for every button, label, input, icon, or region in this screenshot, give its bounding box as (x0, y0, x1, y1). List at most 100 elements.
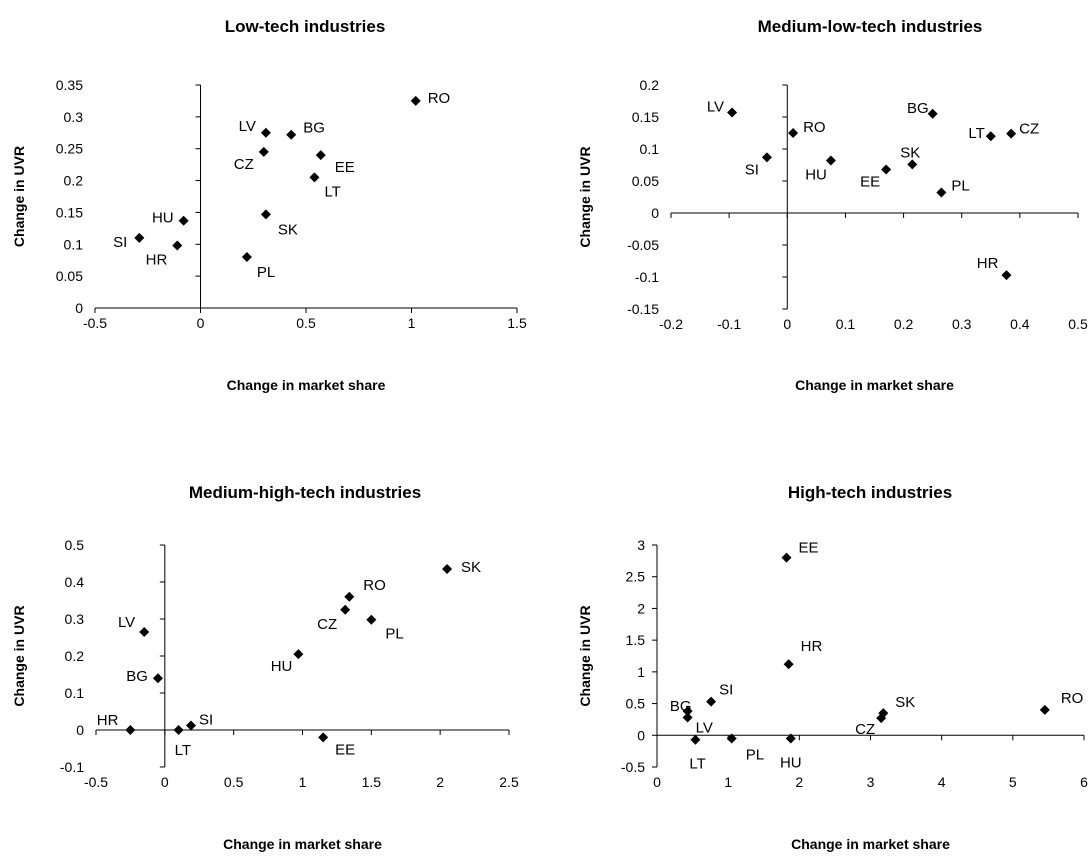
x-tick-label: 0.5 (1068, 316, 1088, 332)
x-axis-label: Change in market share (795, 377, 954, 393)
data-point-cz (258, 146, 269, 157)
y-tick-label: 0.3 (64, 109, 84, 125)
data-point-hr (172, 240, 183, 251)
data-point-hu (178, 215, 189, 226)
point-label-lt: LT (968, 125, 984, 142)
point-label-lt: LT (324, 183, 340, 200)
y-tick-label: -0.15 (627, 301, 659, 317)
point-label-bg: BG (126, 668, 148, 685)
data-point-lt (690, 734, 701, 745)
data-point-si (185, 720, 196, 731)
data-point-ee (315, 150, 326, 161)
data-point-si (134, 232, 145, 243)
point-label-si: SI (719, 682, 733, 699)
x-tick-label: 0 (783, 316, 791, 332)
point-label-lv: LV (696, 720, 713, 737)
point-label-hu: HU (152, 210, 174, 227)
data-point-ee (781, 552, 792, 563)
y-tick-label: 0 (637, 727, 645, 743)
point-label-lv: LV (707, 99, 724, 116)
data-point-hu (825, 155, 836, 166)
x-tick-label: 1 (408, 315, 416, 331)
data-point-sk (260, 209, 271, 220)
scatter-panel-4: High-tech industries 0 1 2 3 4 5 6 -0.5 0 0.5 1 1.5 2… (577, 483, 1088, 852)
scatter-panel-1: Low-tech industries-0.5 0 0.5 1 1.500.050.10… (11, 17, 527, 393)
point-label-pl: PL (385, 626, 403, 643)
y-tick-label: 0.05 (632, 173, 659, 189)
data-point-bg (286, 129, 297, 140)
x-tick-label: 1 (299, 774, 307, 790)
x-tick-label: 0.5 (296, 315, 316, 331)
data-point-ro (410, 95, 421, 106)
data-point-cz (340, 604, 351, 615)
point-label-cz: CZ (234, 156, 254, 173)
point-label-hr: HR (146, 252, 168, 269)
x-tick-label: 2 (436, 774, 444, 790)
scatter-panel-3: Medium-high-tech industries -0.5 0 0.5 1 1.5 2… (11, 483, 519, 852)
chart-title: Medium-low-tech industries (758, 17, 983, 36)
data-point-bg (682, 706, 693, 717)
data-point-hu (293, 649, 304, 660)
x-tick-label: 1.5 (507, 315, 527, 331)
y-axis-label: Change in UVR (11, 605, 27, 706)
y-tick-label: -0.05 (627, 237, 659, 253)
point-label-bg: BG (907, 100, 929, 117)
x-tick-label: 1 (724, 774, 732, 790)
data-point-ro (344, 591, 355, 602)
data-point-ro (788, 128, 799, 138)
point-label-cz: CZ (855, 721, 875, 738)
data-point-ee (318, 732, 329, 743)
point-label-ro: RO (428, 90, 451, 107)
chart-title: High-tech industries (788, 483, 952, 502)
point-label-hu: HU (271, 658, 293, 675)
point-label-cz: CZ (1019, 121, 1039, 138)
data-point-pl (366, 614, 377, 625)
point-label-bg: BG (303, 120, 325, 137)
x-tick-label: -0.5 (83, 315, 107, 331)
y-tick-label: 2 (637, 600, 645, 616)
y-tick-label: 0.25 (56, 141, 83, 157)
x-tick-label: 2.5 (499, 774, 519, 790)
y-tick-label: 0 (75, 300, 83, 316)
x-tick-label: 1.5 (362, 774, 382, 790)
data-point-lt (985, 131, 996, 142)
x-tick-label: 0 (161, 774, 169, 790)
point-label-pl: PL (746, 746, 764, 763)
point-label-bg: BG (670, 698, 692, 715)
point-label-ee: EE (860, 173, 880, 190)
data-point-pl (936, 187, 947, 198)
point-label-si: SI (199, 712, 213, 729)
data-point-lt (173, 725, 184, 735)
y-tick-label: 0.2 (640, 77, 660, 93)
data-point-lv (260, 127, 271, 138)
data-point-lv (727, 107, 738, 118)
y-tick-label: 0.05 (56, 268, 83, 284)
y-tick-label: 0.15 (56, 204, 83, 220)
y-tick-label: 1.5 (626, 632, 646, 648)
data-point-hr (783, 659, 794, 670)
y-tick-label: 0 (76, 722, 84, 738)
x-tick-label: 0.5 (224, 774, 244, 790)
x-tick-label: 2 (795, 774, 803, 790)
y-tick-label: 0.35 (56, 77, 83, 93)
y-tick-label: -0.5 (621, 759, 645, 775)
point-label-sk: SK (900, 144, 920, 161)
point-label-hu: HU (780, 754, 802, 771)
data-point-hr (125, 725, 136, 735)
y-tick-label: 0.1 (65, 685, 85, 701)
x-tick-label: -0.1 (717, 316, 741, 332)
point-label-ee: EE (335, 741, 355, 758)
data-point-bg (927, 108, 938, 119)
y-axis-label: Change in UVR (577, 605, 593, 706)
point-label-lt: LT (689, 756, 705, 773)
point-label-cz: CZ (317, 616, 337, 633)
y-tick-label: 3 (637, 537, 645, 553)
y-tick-label: 0.1 (64, 236, 84, 252)
point-label-ee: EE (335, 159, 355, 176)
point-label-pl: PL (951, 178, 969, 195)
x-tick-label: 3 (867, 774, 875, 790)
x-tick-label: 0.2 (894, 316, 914, 332)
y-tick-label: 0.2 (64, 173, 84, 189)
y-tick-label: -0.1 (635, 269, 659, 285)
